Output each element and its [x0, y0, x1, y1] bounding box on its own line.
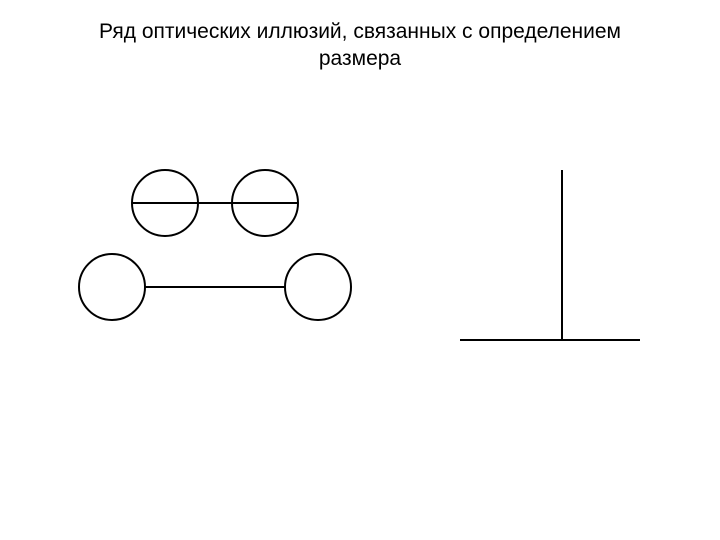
inverted-t-illusion — [460, 170, 640, 340]
illusions-diagram — [0, 0, 720, 540]
bottom-left-circle — [79, 254, 145, 320]
bottom-right-circle — [285, 254, 351, 320]
dumbbell-illusion — [79, 170, 351, 320]
